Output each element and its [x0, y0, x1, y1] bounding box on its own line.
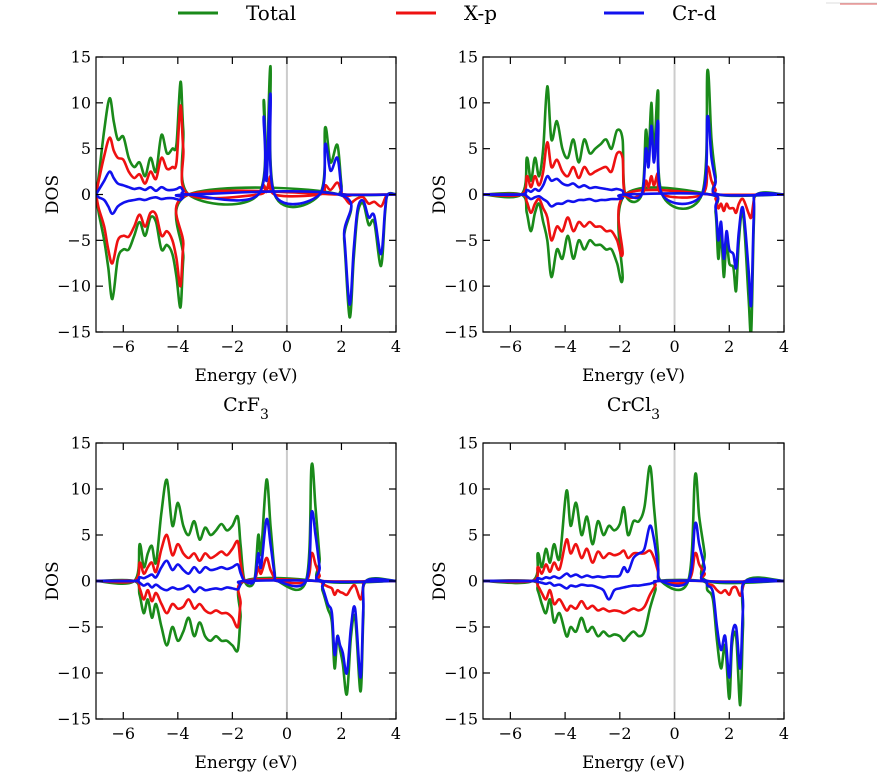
y-tick-label: 15 [458, 434, 478, 453]
x-tick-label: 2 [336, 724, 346, 743]
y-tick-label: −10 [444, 277, 478, 296]
y-tick-label: −15 [444, 323, 478, 342]
curves [96, 462, 396, 696]
legend-label-total: Total [246, 1, 296, 25]
x-tick-label: −2 [221, 337, 245, 356]
curves [483, 68, 784, 332]
y-tick-label: 0 [81, 572, 91, 591]
x-tick-label: 4 [779, 337, 789, 356]
x-tick-label: −4 [166, 337, 190, 356]
series-x-p-spin-up [96, 104, 396, 200]
y-tick-label: 5 [81, 139, 91, 158]
y-tick-label: −15 [57, 710, 91, 729]
x-tick-label: −2 [608, 337, 632, 356]
dos-panel-1: −6 −4 −2 0 2 4 −15 −10 −5 0 5 10 15 Energy (eV) DOS CrF… [43, 48, 401, 424]
curves [96, 64, 396, 319]
series-total-spin-down [483, 576, 784, 707]
legend-label-x-p: X-p [464, 1, 497, 25]
y-tick-label: −10 [57, 277, 91, 296]
y-tick-label: −15 [444, 710, 478, 729]
series-cr-d-spin-up [483, 114, 784, 206]
y-tick-label: −15 [57, 323, 91, 342]
dos-panel-4: −6 −4 −2 0 2 4 −15 −10 −5 0 5 10 15 Energy (eV) DOS [430, 434, 789, 774]
x-tick-label: 4 [391, 337, 401, 356]
series-cr-d-spin-down [483, 191, 784, 308]
x-tick-label: −6 [499, 337, 523, 356]
x-tick-label: 2 [336, 337, 346, 356]
x-tick-label: 2 [724, 724, 734, 743]
y-tick-label: −5 [67, 231, 91, 250]
x-axis-label: Energy (eV) [582, 753, 685, 773]
x-tick-label: 4 [779, 724, 789, 743]
series-x-p-spin-down [96, 189, 396, 288]
x-tick-label: −2 [608, 724, 632, 743]
x-tick-label: −4 [553, 337, 577, 356]
dos-panel-3: −6 −4 −2 0 2 4 −15 −10 −5 0 5 10 15 Energy (eV) DOS [43, 434, 401, 774]
x-tick-label: −4 [553, 724, 577, 743]
y-tick-label: −10 [444, 664, 478, 683]
y-tick-label: 5 [81, 526, 91, 545]
legend: Total X-p Cr-d [178, 1, 877, 25]
x-tick-label: 0 [282, 337, 292, 356]
y-tick-label: 5 [468, 139, 478, 158]
y-tick-label: −5 [454, 231, 478, 250]
y-tick-label: 15 [71, 48, 91, 67]
legend-label-cr-d: Cr-d [672, 1, 717, 25]
series-cr-d-spin-down [96, 577, 396, 679]
series-cr-d-spin-up [96, 92, 396, 206]
series-cr-d-spin-up [483, 521, 784, 588]
y-tick-label: 0 [468, 572, 478, 591]
y-axis-label: DOS [43, 561, 63, 600]
y-tick-label: 0 [81, 185, 91, 204]
series-x-p-spin-down [483, 188, 784, 258]
series-x-p-spin-down [483, 579, 784, 615]
series-total-spin-up [483, 464, 784, 592]
x-tick-label: −6 [111, 337, 135, 356]
y-tick-label: −5 [454, 618, 478, 637]
y-tick-label: −5 [67, 618, 91, 637]
y-tick-label: 5 [468, 526, 478, 545]
x-tick-label: 4 [391, 724, 401, 743]
y-tick-label: −10 [57, 664, 91, 683]
x-tick-label: −4 [166, 724, 190, 743]
x-axis-label: Energy (eV) [194, 753, 297, 773]
series-cr-d-spin-down [483, 577, 784, 679]
y-tick-label: 10 [71, 480, 91, 499]
x-tick-label: 0 [669, 724, 679, 743]
series-total-spin-up [96, 64, 396, 209]
y-tick-label: 10 [71, 93, 91, 112]
series-total-spin-down [96, 576, 396, 696]
series-x-p-spin-up [483, 538, 784, 585]
panel-title: CrF3 [223, 394, 269, 423]
series-total-spin-down [96, 186, 396, 319]
x-tick-label: 2 [724, 337, 734, 356]
x-axis-label: Energy (eV) [582, 366, 685, 386]
series-total-spin-up [96, 462, 396, 592]
y-tick-label: 0 [468, 185, 478, 204]
series-x-p-spin-up [483, 140, 784, 200]
y-axis-label: DOS [430, 561, 450, 600]
dos-panel-2: −6 −4 −2 0 2 4 −15 −10 −5 0 5 10 15 Energy (eV) DOS CrC… [430, 48, 789, 424]
curves [483, 464, 784, 707]
series-total-spin-up [483, 68, 784, 210]
x-tick-label: −6 [499, 724, 523, 743]
series-x-p-spin-down [96, 577, 396, 629]
x-axis-label: Energy (eV) [194, 366, 297, 386]
x-tick-label: 0 [669, 337, 679, 356]
y-tick-label: 10 [458, 480, 478, 499]
y-tick-label: 15 [458, 48, 478, 67]
y-tick-label: 15 [71, 434, 91, 453]
x-tick-label: −2 [221, 724, 245, 743]
x-tick-label: 0 [282, 724, 292, 743]
x-tick-label: −6 [111, 724, 135, 743]
panel-title: CrCl3 [607, 394, 660, 423]
series-cr-d-spin-down [96, 190, 396, 306]
y-tick-label: 10 [458, 93, 478, 112]
panels: −6 −4 −2 0 2 4 −15 −10 −5 0 5 10 15 Energy (eV) DOS CrF… [43, 48, 789, 774]
y-axis-label: DOS [43, 175, 63, 214]
y-axis-label: DOS [430, 175, 450, 214]
